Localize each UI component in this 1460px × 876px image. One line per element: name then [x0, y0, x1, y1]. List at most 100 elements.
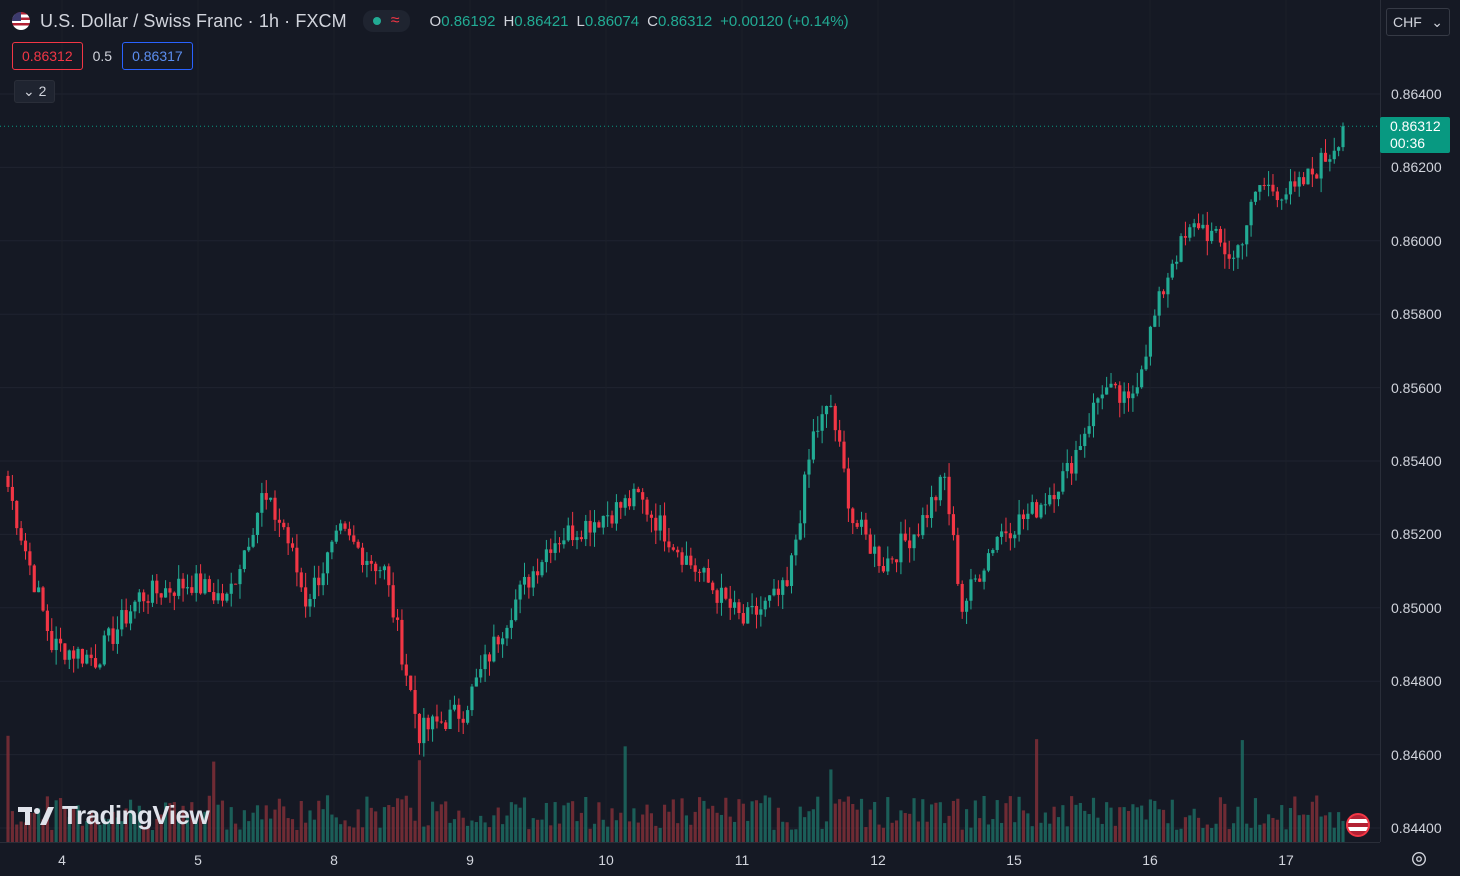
volume-bar [824, 821, 829, 842]
volume-bar [1008, 796, 1012, 842]
volume-bar [1105, 802, 1109, 842]
volume-bar [706, 808, 710, 842]
volume-bar [470, 820, 474, 842]
candle-body [916, 534, 921, 536]
volume-bar [886, 797, 890, 842]
volume-bar [1122, 807, 1126, 842]
candle-body [842, 441, 846, 469]
market-status-pill[interactable]: ≈ [362, 10, 410, 32]
candle-body [102, 635, 106, 665]
candle-body [470, 686, 474, 711]
candle-body [452, 704, 457, 710]
price-tick-label: 0.84600 [1391, 746, 1442, 763]
candle-body [185, 587, 190, 589]
open-label: O [429, 12, 442, 30]
tradingview-watermark[interactable]: TradingView [18, 800, 210, 831]
candle-body [697, 571, 702, 573]
volume-bar [181, 805, 185, 842]
volume-bar [610, 808, 614, 842]
volume-bar [216, 804, 220, 842]
candle-body [1144, 356, 1148, 370]
volume-bar [1091, 797, 1096, 842]
candle-body [571, 525, 575, 541]
volume-bar [995, 800, 999, 842]
candle-body [1140, 369, 1144, 388]
candle-body [662, 515, 667, 542]
candle-body [719, 587, 724, 603]
volume-bar [571, 801, 575, 842]
candle-body [1297, 177, 1301, 187]
candle-body [334, 530, 338, 542]
volume-bar [540, 819, 544, 842]
volume-bar [133, 815, 137, 842]
candle-body [347, 528, 351, 536]
candle-body [1196, 223, 1201, 229]
volume-bar [1223, 803, 1227, 842]
volume-bar [1275, 819, 1279, 842]
volume-bar [1175, 829, 1179, 842]
candle-body [820, 414, 824, 431]
volume-bar [1315, 795, 1319, 842]
volume-bar [1000, 822, 1004, 842]
volume-bar [592, 823, 597, 842]
volume-bar [474, 822, 478, 842]
candle-body [37, 587, 41, 593]
candle-body [1192, 223, 1196, 228]
candle-body [430, 716, 435, 730]
candle-body [894, 559, 899, 563]
volume-bar [1319, 816, 1323, 842]
price-chart[interactable] [0, 0, 1380, 842]
time-axis[interactable]: 4 5 8 9 10 11 12 15 16 17 [0, 842, 1380, 876]
candle-body [120, 610, 124, 630]
candle-body [846, 468, 850, 509]
volume-bar [10, 811, 14, 842]
candle-body [855, 523, 859, 527]
candle-body [1061, 471, 1065, 492]
volume-bar [838, 799, 842, 842]
candle-body [238, 569, 242, 585]
candle-body [759, 609, 763, 615]
candle-body [190, 587, 194, 593]
symbol-title[interactable]: U.S. Dollar / Swiss Franc · 1h · FXCM [40, 10, 347, 31]
buy-price-button[interactable]: 0.86317 [122, 42, 193, 70]
candle-body [124, 610, 128, 624]
candle-body [995, 536, 999, 550]
volume-bar [409, 807, 413, 842]
sell-price-button[interactable]: 0.86312 [12, 42, 83, 70]
time-tick-label: 4 [58, 852, 66, 868]
volume-bar [89, 811, 93, 842]
candle-body [1236, 245, 1240, 258]
volume-bar [680, 798, 684, 842]
candle-body [1245, 225, 1249, 245]
candle-body [1223, 242, 1227, 255]
candle-body [1161, 291, 1166, 295]
volume-bar [98, 824, 102, 842]
volume-bar [317, 800, 321, 842]
candle-body [851, 508, 855, 524]
volume-bar [413, 820, 417, 842]
volume-bar [557, 823, 562, 842]
volume-bar [1192, 808, 1196, 842]
volume-bar [334, 817, 338, 842]
watermark-text: TradingView [62, 800, 210, 830]
candle-body [58, 638, 63, 644]
collapse-indicators-button[interactable]: ⌄ 2 [14, 80, 56, 103]
candle-body [724, 587, 728, 599]
candle-body [45, 610, 49, 632]
candle-body [207, 579, 211, 593]
price-tick-label: 0.85200 [1391, 526, 1442, 543]
price-axis[interactable]: 0.86400 0.86200 0.86000 0.85800 0.85600 0.854… [1380, 0, 1460, 842]
volume-bar [448, 822, 452, 842]
us-economic-event-icon[interactable] [1346, 813, 1370, 837]
volume-bar [304, 822, 308, 842]
settings-gear-icon[interactable] [1410, 850, 1428, 868]
volume-bar [1096, 817, 1100, 842]
candle-body [667, 541, 671, 548]
currency-select[interactable]: CHF ⌄ [1386, 8, 1450, 36]
volume-bar [1231, 823, 1236, 842]
candle-body [1214, 228, 1218, 231]
volume-bar [63, 808, 67, 842]
candle-body [890, 558, 894, 560]
volume-bar [400, 799, 404, 842]
volume-bar [1083, 810, 1087, 842]
